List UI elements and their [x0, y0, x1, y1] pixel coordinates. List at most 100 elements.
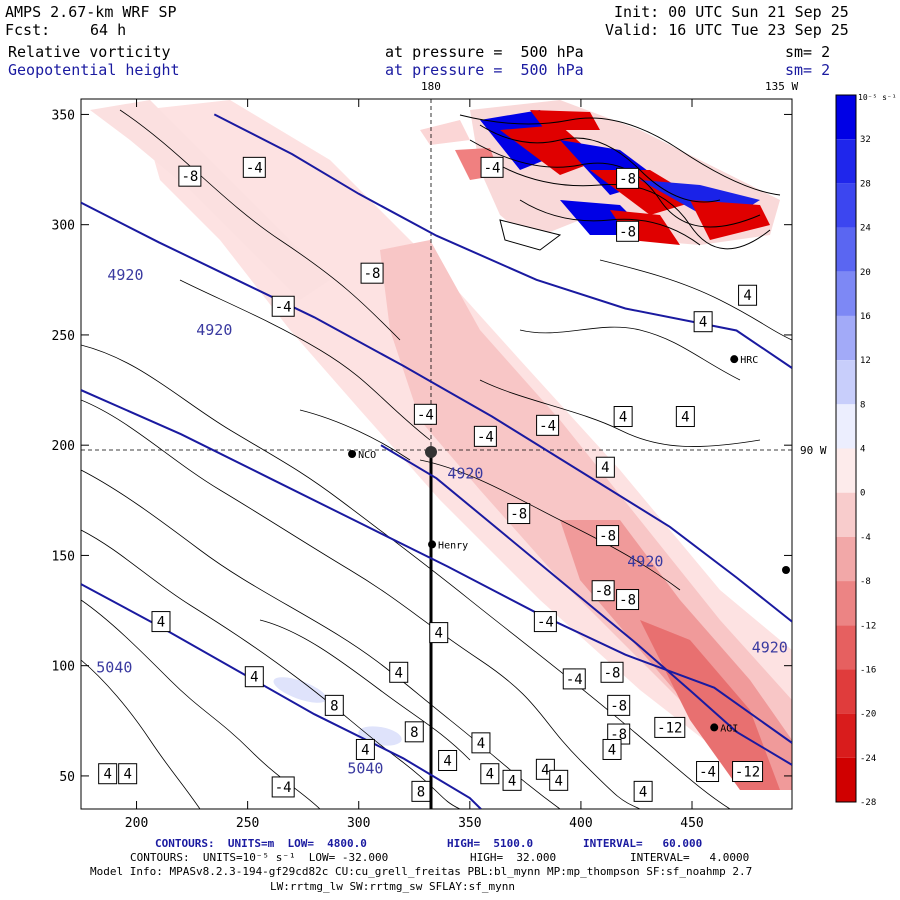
colorbar-tick-label: 24	[860, 224, 871, 234]
vorticity-contour-label: 4	[743, 288, 751, 304]
y-tick-label: 350	[52, 108, 75, 123]
colorbar: 10⁻⁵ s⁻¹ 32 28 24 20 16 12 8 4 0 -4 -8 -12 -16 -20 -24…	[835, 93, 897, 808]
vorticity-contour-label: -4	[566, 672, 583, 688]
vorticity-label-box	[696, 761, 720, 783]
height-contour-line	[213, 113, 792, 369]
colorbar-swatch	[836, 448, 856, 493]
y-tick-label: 250	[52, 329, 75, 344]
lon-label-180: 180	[421, 80, 441, 93]
colorbar-tick-label: -8	[860, 577, 871, 587]
station-marker	[428, 540, 437, 549]
vorticity-contour-label: 4	[250, 670, 258, 686]
vorticity-label-box	[616, 589, 640, 611]
vorticity-label-box	[693, 311, 713, 333]
x-tick-label: 250	[236, 816, 259, 831]
vorticity-contour-label: 8	[410, 725, 418, 741]
vorticity-label-box	[600, 661, 624, 683]
height-contour-line	[81, 389, 792, 744]
colorbar-swatch	[836, 360, 856, 405]
vorticity-label-box	[613, 406, 633, 428]
vorticity-contour-label: 8	[417, 784, 425, 800]
init-time: Init: 00 UTC Sun 21 Sep 25	[614, 3, 849, 21]
model-info-2: LW:rrtmg_lw SW:rrtmg_sw SFLAY:sf_mynn	[270, 880, 516, 893]
station-marker	[710, 723, 719, 732]
vorticity-contour-label: -4	[275, 299, 292, 315]
vorticity-contour-label: -12	[735, 765, 760, 781]
colorbar-unit: 10⁻⁵ s⁻¹	[858, 93, 897, 102]
forecast-value: 64 h	[90, 21, 127, 39]
colorbar-frame	[835, 94, 857, 803]
cross-section-start-marker	[425, 446, 437, 458]
vorticity-label-box	[413, 403, 437, 425]
colorbar-tick-label: 28	[860, 179, 871, 189]
field1-smoothing: sm= 2	[785, 43, 831, 61]
colorbar-swatch	[836, 581, 856, 626]
vorticity-label-box	[411, 780, 431, 802]
x-tick-label: 200	[125, 816, 148, 831]
colorbar-swatch	[836, 492, 856, 537]
colorbar-tick-label: 4	[860, 445, 865, 455]
vorticity-label-box	[596, 525, 620, 547]
vorticity-label-box	[732, 761, 764, 783]
model-info: Model Info: MPASv8.2.3-194-gf29cd82c CU:…	[90, 865, 753, 878]
vorticity-contour-label: 4	[486, 767, 494, 783]
height-contour-line	[81, 201, 792, 623]
vorticity-contour-label: 4	[435, 626, 443, 642]
vorticity-contour-label: -8	[619, 224, 636, 240]
vorticity-contour-label: 4	[608, 742, 616, 758]
vorticity-label-box	[607, 694, 631, 716]
colorbar-swatch	[836, 669, 856, 714]
vorticity-contour-label: -8	[599, 529, 616, 545]
lon-label-135w: 135 W	[765, 80, 799, 93]
vorticity-contour-label: 4	[123, 767, 131, 783]
vorticity-label-box	[404, 721, 424, 743]
vorticity-contour-label: 4	[477, 736, 485, 752]
vorticity-contour-label: 4	[361, 742, 369, 758]
height-contour-label: 4920	[196, 321, 232, 339]
vorticity-contour-label: 4	[157, 615, 165, 631]
vorticity-contour-label: 8	[330, 698, 338, 714]
vorticity-contour-label: -8	[595, 584, 612, 600]
colorbar-swatch	[836, 404, 856, 449]
vorticity-contour-label: -8	[604, 665, 621, 681]
y-tick-label: 100	[52, 660, 75, 675]
height-contour-line	[380, 444, 792, 766]
field2-name: Geopotential height	[8, 61, 180, 79]
vorticity-label-box	[271, 776, 295, 798]
colorbar-swatch	[836, 95, 856, 140]
vorticity-label-box	[244, 666, 264, 688]
field2-level: at pressure = 500 hPa	[385, 61, 584, 79]
vorticity-label-box	[389, 661, 409, 683]
vorticity-label-box	[360, 262, 384, 284]
colorbar-tick-label: 32	[860, 135, 871, 145]
height-contour-label: 4920	[447, 464, 483, 482]
vorticity-contour-label: 4	[554, 773, 562, 789]
model-title: AMPS 2.67-km WRF SP	[5, 3, 177, 21]
vorticity-label-box	[480, 763, 500, 785]
field1-level: at pressure = 500 hPa	[385, 43, 584, 61]
vorticity-label-box	[324, 694, 344, 716]
vorticity-contour-label: -4	[275, 780, 292, 796]
vorticity-label-box	[595, 456, 615, 478]
vorticity-label-box	[675, 406, 695, 428]
colorbar-swatch	[836, 315, 856, 361]
vorticity-contour-label: 4	[601, 460, 609, 476]
colorbar-swatch	[836, 625, 856, 670]
colorbar-tick-label: -24	[860, 754, 876, 764]
vort-contour-info-a: CONTOURS: UNITS=10⁻⁵ s⁻¹ LOW= -32.000	[130, 851, 389, 864]
height-contour-label: 4920	[752, 638, 788, 656]
valid-time: Valid: 16 UTC Tue 23 Sep 25	[605, 21, 849, 39]
edge-station-marker	[782, 566, 790, 574]
vorticity-label-box	[602, 738, 622, 760]
field1-name: Relative vorticity	[8, 43, 171, 61]
vorticity-contour-label: -8	[181, 169, 198, 185]
vort-contour-info-c: INTERVAL= 4.0000	[630, 851, 750, 864]
vorticity-contour-label: -8	[364, 266, 381, 282]
y-tick-label: 50	[59, 770, 75, 785]
height-contour-info-a: CONTOURS: UNITS=m LOW= 4800.0	[155, 837, 367, 850]
vorticity-contour-label: -8	[619, 171, 636, 187]
colorbar-tick-label: -4	[860, 533, 871, 543]
vorticity-contour-label: -8	[610, 698, 627, 714]
colorbar-tick-label: -12	[860, 621, 876, 631]
colorbar-swatch	[836, 227, 856, 272]
